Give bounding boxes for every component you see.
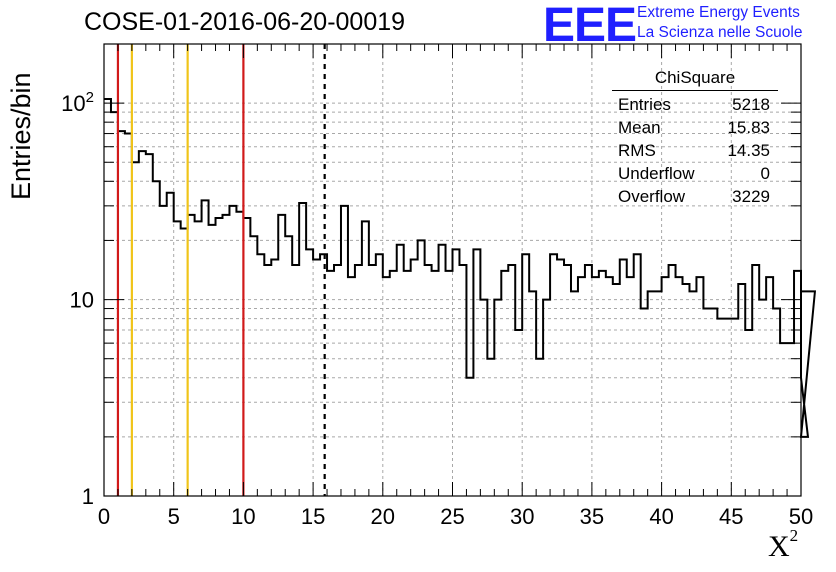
x-tick-label: 40 [649,504,673,529]
x-axis-label: X2 [768,526,798,564]
x-tick-label: 50 [789,504,813,529]
stats-label: Entries [618,95,671,114]
chart-title: COSE-01-2016-06-20-00019 [84,8,406,36]
stats-label: RMS [618,141,656,160]
stats-row-underflow: Underflow 0 [612,162,778,185]
logo-line-2: La Scienza nelle Scuole [637,24,803,41]
x-axis-label-superscript: 2 [789,526,799,545]
stats-label: Mean [618,118,661,137]
x-tick-label: 45 [719,504,743,529]
stats-value: 14.35 [727,141,770,160]
eee-logo-mark: EEE [543,0,637,52]
histogram-line [104,97,817,438]
eee-logo-text: Extreme Energy Events La Scienza nelle S… [637,3,802,43]
stats-label: Overflow [618,187,686,206]
y-tick-label: 1 [82,484,94,509]
stats-box-divider [612,90,778,91]
stats-value: 0 [760,164,770,183]
stats-value: 3229 [732,187,770,206]
x-tick-label: 30 [510,504,534,529]
x-tick-label: 0 [98,504,110,529]
x-tick-label: 35 [580,504,604,529]
x-tick-label: 5 [168,504,180,529]
stats-label: Underflow [618,164,695,183]
x-tick-label: 15 [301,504,325,529]
y-axis-label: Entries/bin [6,72,36,200]
x-tick-label: 20 [371,504,395,529]
stats-row-entries: Entries 5218 [612,93,778,116]
x-tick-label: 10 [231,504,255,529]
stats-row-mean: Mean 15.83 [612,116,778,139]
stats-box: ChiSquare Entries 5218 Mean 15.83 RMS 14… [612,68,778,208]
x-axis-label-base: X [768,530,790,563]
y-tick-label: 10 [70,288,94,313]
stats-box-title: ChiSquare [654,68,736,87]
stats-row-rms: RMS 14.35 [612,139,778,162]
stats-value: 5218 [732,95,770,114]
x-tick-label: 25 [440,504,464,529]
stats-value: 15.83 [727,118,770,137]
stats-row-overflow: Overflow 3229 [612,185,778,208]
logo-line-1: Extreme Energy Events [637,4,800,21]
y-tick-label: 102 [61,89,94,116]
